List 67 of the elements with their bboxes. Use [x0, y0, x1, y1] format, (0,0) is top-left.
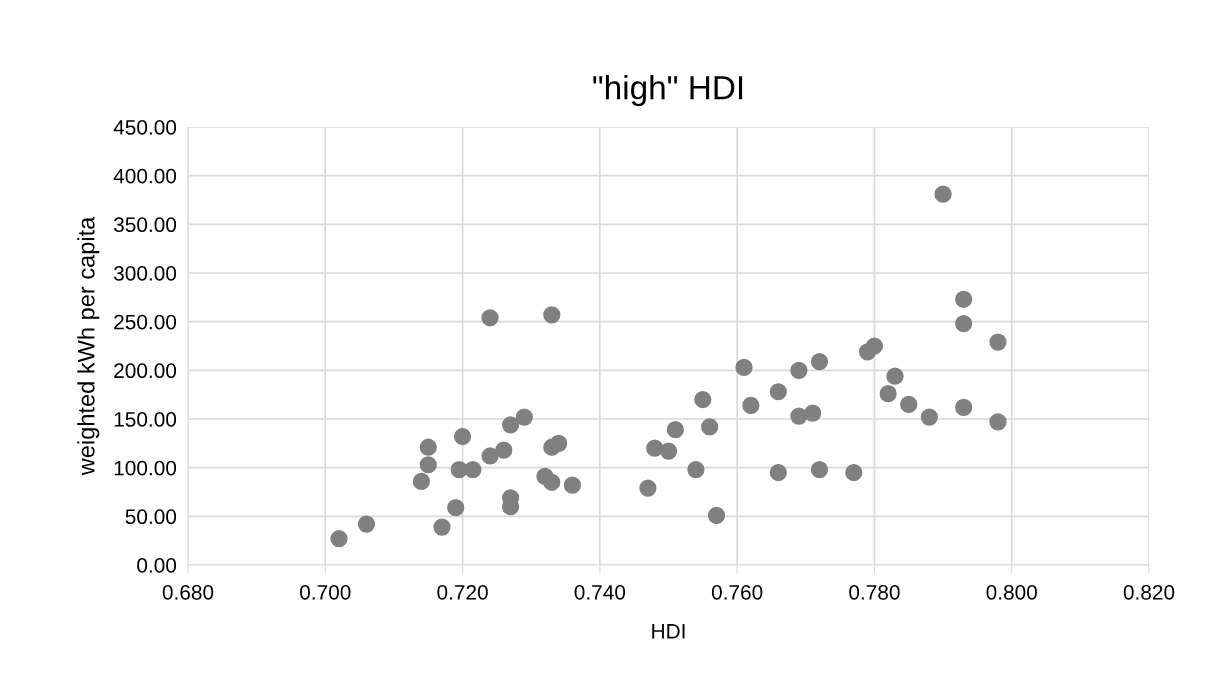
point	[804, 404, 822, 422]
point	[495, 441, 513, 459]
point	[955, 315, 973, 333]
point	[550, 434, 568, 452]
point	[481, 447, 499, 465]
point	[920, 408, 938, 426]
point	[810, 352, 829, 371]
x-tick-label: 0.760	[711, 584, 763, 600]
point	[934, 185, 952, 203]
point	[563, 476, 582, 494]
point	[412, 472, 430, 490]
x-tick-label: 0.800	[986, 584, 1037, 600]
point	[639, 479, 657, 497]
y-tick-label: 400.00	[113, 168, 177, 184]
point	[900, 395, 918, 414]
point	[659, 442, 678, 460]
point	[707, 506, 726, 524]
point	[464, 461, 482, 479]
point	[955, 398, 973, 416]
point	[955, 290, 973, 308]
x-tick-label: 0.700	[300, 584, 351, 600]
point	[769, 383, 787, 401]
point	[769, 463, 787, 482]
point	[666, 421, 684, 439]
y-tick-label: 200.00	[114, 363, 177, 379]
point	[735, 358, 753, 377]
point	[433, 518, 451, 536]
chart-title: "high" HDI	[593, 75, 743, 107]
point	[502, 416, 520, 434]
x-axis-title: HDI	[652, 624, 685, 639]
point	[701, 418, 719, 436]
y-tick-label: 150.00	[114, 412, 177, 427]
point	[515, 408, 533, 426]
point	[790, 361, 808, 379]
point	[646, 439, 664, 457]
x-tick-label: 0.820	[1123, 584, 1175, 600]
y-tick-label: 350.00	[113, 217, 177, 233]
point	[419, 456, 437, 474]
point	[810, 461, 829, 479]
point	[453, 427, 472, 446]
y-axis-title: weighted kWh per capita	[77, 216, 100, 476]
point	[845, 463, 863, 482]
y-tick-label: 450.00	[113, 120, 177, 135]
point	[989, 333, 1007, 351]
point	[742, 396, 760, 414]
x-tick-label: 0.780	[849, 584, 900, 600]
x-tick-label: 0.680	[162, 584, 214, 600]
y-tick-label: 0.00	[137, 558, 177, 573]
point	[543, 473, 561, 491]
point	[886, 367, 904, 385]
x-tick-label: 0.720	[437, 584, 488, 600]
y-tick-label: 250.00	[114, 314, 177, 330]
point	[989, 413, 1007, 431]
y-tick-label: 300.00	[113, 266, 177, 281]
point	[447, 498, 465, 517]
point	[694, 390, 712, 409]
x-tick-label: 0.740	[574, 584, 626, 600]
point	[330, 530, 348, 548]
point	[357, 515, 376, 533]
point	[879, 385, 897, 403]
point	[543, 306, 561, 324]
y-tick-label: 100.00	[114, 460, 177, 476]
point	[481, 309, 499, 327]
y-tick-label: 50.00	[125, 509, 177, 525]
point	[687, 461, 705, 479]
point	[419, 438, 437, 456]
point	[865, 337, 884, 355]
